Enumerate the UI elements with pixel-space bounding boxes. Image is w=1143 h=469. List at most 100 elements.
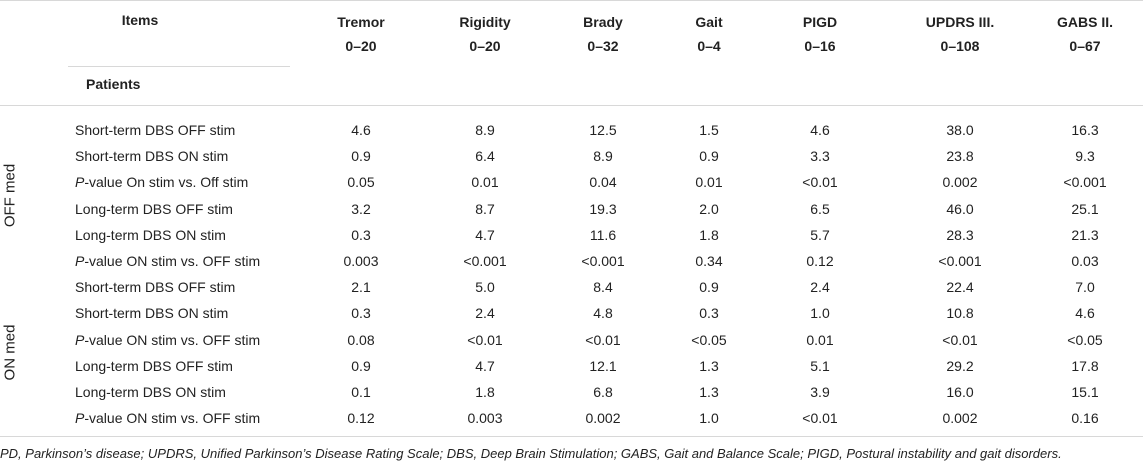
table-cell: <0.05: [1067, 331, 1103, 348]
table-cell: 1.8: [475, 384, 495, 400]
table-cell: <0.01: [942, 331, 978, 348]
table-cell: 0.05: [347, 174, 375, 191]
table-cell: 29.2: [946, 357, 974, 374]
column-name: Tremor: [337, 14, 385, 30]
table-cell: 0.1: [351, 384, 371, 400]
table-cell: 46.0: [946, 200, 974, 217]
row-label: Short-term DBS ON stim: [75, 305, 229, 322]
table-cell: 1.3: [699, 384, 719, 400]
footnote: PD, Parkinson’s disease; UPDRS, Unified …: [0, 446, 1062, 461]
table-cell: 38.0: [946, 122, 974, 138]
table-cell: 4.6: [810, 122, 830, 138]
bottom-rule: [0, 436, 1143, 437]
table-cell: 0.9: [699, 148, 719, 165]
column-header: UPDRS III. 0–108: [905, 12, 1015, 56]
table-cell: 8.9: [475, 122, 495, 138]
table-cell: 1.5: [699, 122, 719, 138]
table-cell: <0.05: [691, 331, 727, 348]
table-cell: 7.0: [1075, 279, 1095, 296]
table-cell: 4.6: [351, 122, 371, 138]
table-row: P-value ON stim vs. OFF stim 0.003 <0.001 <…: [0, 249, 1143, 275]
items-underline: [68, 66, 290, 67]
table-cell: 21.3: [1071, 226, 1099, 243]
table-cell: 4.7: [475, 357, 495, 374]
column-name: Gait: [695, 14, 723, 30]
row-label: P-value ON stim vs. OFF stim: [75, 253, 261, 269]
table-cell: 0.003: [343, 253, 379, 269]
patients-header: Patients: [86, 76, 141, 92]
row-label: P-value On stim vs. Off stim: [75, 174, 249, 191]
table-cell: 5.1: [810, 357, 830, 374]
table-cell: <0.001: [938, 253, 982, 269]
table-cell: 0.002: [585, 410, 621, 427]
table-cell: 23.8: [946, 148, 974, 165]
table-cell: 4.8: [593, 305, 613, 322]
table-cell: <0.001: [1063, 174, 1107, 191]
table-row: Long-term DBS ON stim 0.1 1.8 6.8 1.3 3.9 16.0…: [0, 380, 1143, 406]
table-cell: 28.3: [946, 226, 974, 243]
table-cell: 0.01: [806, 331, 834, 348]
items-header: Items: [121, 12, 159, 28]
table-cell: <0.01: [802, 410, 838, 427]
p-italic: P: [75, 174, 85, 191]
table-row: Short-term DBS ON stim 0.3 2.4 4.8 0.3 1.0 10.…: [0, 301, 1143, 327]
row-label: P-value ON stim vs. OFF stim: [75, 410, 261, 427]
table-cell: 0.08: [347, 331, 375, 348]
table-cell: 3.9: [810, 384, 830, 400]
table-row: Short-term DBS OFF stim 2.1 5.0 8.4 0.9 2.4 22…: [0, 275, 1143, 301]
table-cell: 6.8: [593, 384, 613, 400]
table-cell: 2.1: [351, 279, 371, 296]
table-cell: 16.0: [946, 384, 974, 400]
column-range: 0–4: [697, 38, 721, 54]
table-cell: 4.6: [1075, 305, 1095, 322]
column-name: UPDRS III.: [925, 14, 995, 30]
column-range: 0–16: [804, 38, 836, 54]
table-cell: 4.7: [475, 226, 495, 243]
table-cell: 3.2: [351, 200, 371, 217]
column-range: 0–67: [1069, 38, 1101, 54]
table-cell: 17.8: [1071, 357, 1099, 374]
table-row: Long-term DBS ON stim 0.3 4.7 11.6 1.8 5.7 28.…: [0, 223, 1143, 249]
table-cell: 0.01: [471, 174, 499, 191]
column-range: 0–108: [940, 38, 980, 54]
column-header: Rigidity 0–20: [430, 12, 540, 56]
table-cell: 0.03: [1071, 253, 1099, 269]
table-cell: 2.0: [699, 200, 719, 217]
table-cell: 10.8: [946, 305, 974, 322]
table-cell: <0.01: [585, 331, 621, 348]
row-label: Long-term DBS ON stim: [75, 226, 226, 243]
table-cell: 6.5: [810, 200, 830, 217]
group-label: OFF med: [1, 163, 19, 227]
table-row: Long-term DBS OFF stim 3.2 8.7 19.3 2.0 6.5 46…: [0, 197, 1143, 223]
column-header: PIGD 0–16: [765, 12, 875, 56]
p-italic: P: [75, 410, 85, 427]
group-label: ON med: [1, 324, 19, 381]
table-cell: 8.7: [475, 200, 495, 217]
column-name: PIGD: [802, 14, 838, 30]
table-cell: 8.4: [593, 279, 613, 296]
table-cell: 1.0: [810, 305, 830, 322]
table-cell: 0.34: [695, 253, 723, 269]
column-header: Gait 0–4: [654, 12, 764, 56]
table-cell: 2.4: [810, 279, 830, 296]
table-row: Long-term DBS OFF stim 0.9 4.7 12.1 1.3 5.1 29…: [0, 354, 1143, 380]
table-cell: 0.16: [1071, 410, 1099, 427]
table-cell: 0.12: [806, 253, 834, 269]
p-italic: P: [75, 331, 85, 348]
column-range: 0–20: [469, 38, 501, 54]
top-rule: [0, 0, 1143, 1]
row-label: P-value ON stim vs. OFF stim: [75, 331, 261, 348]
column-header: Brady 0–32: [548, 12, 658, 56]
table-cell: 1.8: [699, 226, 719, 243]
table-row: P-value ON stim vs. OFF stim 0.08 <0.01 <0.…: [0, 328, 1143, 354]
table-cell: 12.1: [589, 357, 617, 374]
table-cell: 0.003: [467, 410, 503, 427]
table-cell: 5.0: [475, 279, 495, 296]
table-cell: 22.4: [946, 279, 974, 296]
table-row: P-value ON stim vs. OFF stim 0.12 0.003 0.0…: [0, 406, 1143, 432]
table-cell: 5.7: [810, 226, 830, 243]
table-cell: 0.3: [699, 305, 719, 322]
table-cell: 3.3: [810, 148, 830, 165]
table-cell: 0.002: [942, 174, 978, 191]
table-cell: 9.3: [1075, 148, 1095, 165]
